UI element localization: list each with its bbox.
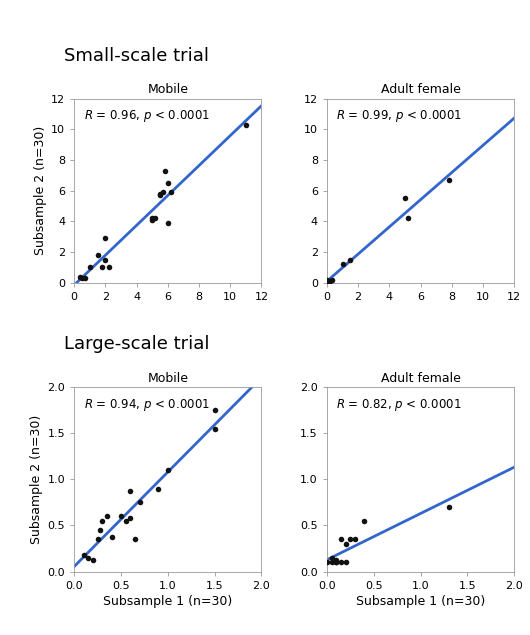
Point xyxy=(164,178,172,188)
Point xyxy=(76,272,85,282)
Point xyxy=(328,275,336,285)
Point xyxy=(444,175,453,185)
Point xyxy=(346,534,355,544)
Point xyxy=(156,190,164,201)
Point xyxy=(84,552,92,563)
Point xyxy=(80,550,88,560)
Point xyxy=(78,273,86,283)
Point xyxy=(164,465,172,476)
Point xyxy=(93,534,102,544)
Point xyxy=(126,485,135,495)
Point xyxy=(341,558,350,568)
Text: $\mathit{R}$ = 0.96, $\mathit{p}$ < 0.0001: $\mathit{R}$ = 0.96, $\mathit{p}$ < 0.00… xyxy=(84,108,209,124)
Point xyxy=(341,539,350,549)
Point xyxy=(328,552,336,563)
Point xyxy=(401,194,409,204)
Point xyxy=(108,531,116,542)
X-axis label: Subsample 1 (n=30): Subsample 1 (n=30) xyxy=(356,595,485,608)
Point xyxy=(148,213,156,224)
Point xyxy=(444,502,453,512)
Point xyxy=(337,534,345,544)
Point xyxy=(96,525,104,535)
Point xyxy=(210,405,219,415)
Point xyxy=(332,556,340,566)
Point xyxy=(151,213,160,224)
Text: $\mathit{R}$ = 0.82, $\mathit{p}$ < 0.0001: $\mathit{R}$ = 0.82, $\mathit{p}$ < 0.00… xyxy=(336,397,462,413)
Point xyxy=(360,516,368,526)
Point xyxy=(98,262,107,272)
Point xyxy=(93,250,102,260)
Point xyxy=(103,511,111,521)
Point xyxy=(156,189,164,199)
Point xyxy=(323,275,331,285)
Point xyxy=(104,262,113,272)
Point xyxy=(131,534,139,544)
Point xyxy=(337,558,345,568)
Point xyxy=(101,255,110,265)
X-axis label: Subsample 1 (n=30): Subsample 1 (n=30) xyxy=(103,595,233,608)
Point xyxy=(338,259,347,269)
Point xyxy=(351,534,359,544)
Point xyxy=(136,497,144,507)
Y-axis label: Subsample 2 (n=30): Subsample 2 (n=30) xyxy=(30,415,43,544)
Point xyxy=(89,556,97,566)
Point xyxy=(154,484,163,494)
Point xyxy=(117,511,125,521)
Point xyxy=(346,255,355,265)
Point xyxy=(121,516,130,526)
Text: Large-scale trial: Large-scale trial xyxy=(64,335,209,353)
Point xyxy=(328,558,336,568)
Point xyxy=(98,516,107,526)
Point xyxy=(164,218,172,228)
Text: $\mathit{R}$ = 0.94, $\mathit{p}$ < 0.0001: $\mathit{R}$ = 0.94, $\mathit{p}$ < 0.00… xyxy=(84,397,209,413)
Point xyxy=(404,213,412,224)
Point xyxy=(332,558,340,568)
Point xyxy=(81,273,90,283)
Point xyxy=(326,276,334,286)
Text: Small-scale trial: Small-scale trial xyxy=(64,46,209,65)
Point xyxy=(324,277,333,288)
Point xyxy=(159,187,167,197)
Point xyxy=(332,558,340,568)
Point xyxy=(166,187,175,197)
Point xyxy=(101,233,110,243)
Y-axis label: Subsample 2 (n=30): Subsample 2 (n=30) xyxy=(34,126,47,255)
Point xyxy=(210,424,219,434)
Point xyxy=(85,262,94,272)
Point xyxy=(126,513,135,523)
Point xyxy=(161,166,169,176)
Point xyxy=(242,120,250,130)
Point xyxy=(148,215,156,225)
Text: $\mathit{R}$ = 0.99, $\mathit{p}$ < 0.0001: $\mathit{R}$ = 0.99, $\mathit{p}$ < 0.00… xyxy=(336,108,462,124)
Point xyxy=(323,558,331,568)
